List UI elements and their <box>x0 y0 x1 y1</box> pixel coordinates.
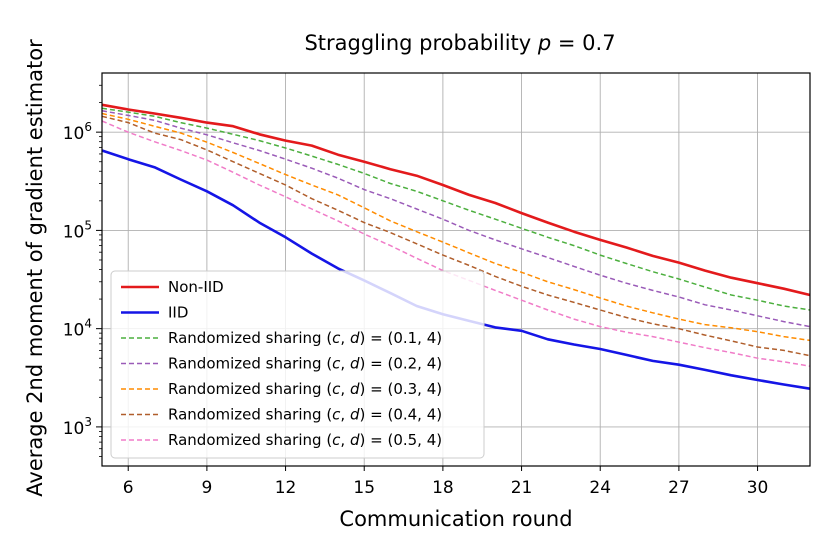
x-tick-label: 9 <box>201 478 212 498</box>
y-tick-label: 103 <box>63 415 92 439</box>
x-tick-label: 12 <box>275 478 297 498</box>
x-tick-label: 6 <box>123 478 134 498</box>
x-axis-label: Communication round <box>339 507 572 531</box>
series-line-5 <box>101 115 811 357</box>
series-line-3 <box>101 110 811 328</box>
x-tick-label: 30 <box>747 478 769 498</box>
legend-label: IID <box>168 304 188 322</box>
x-tick-label: 24 <box>589 478 611 498</box>
y-axis: 103 104 105 106 <box>63 84 102 457</box>
legend-label: Randomized sharing (c, d) = (0.4, 4) <box>168 406 442 424</box>
y-axis-label: Average 2nd moment of gradient estimator <box>23 39 47 497</box>
legend-label: Randomized sharing (c, d) = (0.1, 4) <box>168 329 442 347</box>
series-line-4 <box>101 112 811 342</box>
y-tick-label: 104 <box>63 317 92 341</box>
x-tick-label: 21 <box>511 478 533 498</box>
series-line-0 <box>101 103 811 297</box>
x-axis: 6 9 12 15 18 21 24 27 30 <box>123 466 769 498</box>
x-tick-label: 27 <box>668 478 690 498</box>
legend-box <box>110 270 485 459</box>
x-tick-label: 15 <box>353 478 375 498</box>
legend-label: Randomized sharing (c, d) = (0.2, 4) <box>168 355 442 373</box>
legend: Non-IID IID Randomized sharing (c, d) = (0… <box>110 270 485 459</box>
y-tick-label: 105 <box>63 218 92 242</box>
legend-label: Randomized sharing (c, d) = (0.3, 4) <box>168 380 442 398</box>
y-tick-label: 106 <box>63 120 92 144</box>
legend-label: Randomized sharing (c, d) = (0.5, 4) <box>168 431 442 449</box>
x-tick-label: 18 <box>432 478 454 498</box>
legend-label: Non-IID <box>168 278 224 296</box>
series-line-2 <box>101 107 811 311</box>
chart-title: Straggling probability p = 0.7 <box>304 31 615 55</box>
